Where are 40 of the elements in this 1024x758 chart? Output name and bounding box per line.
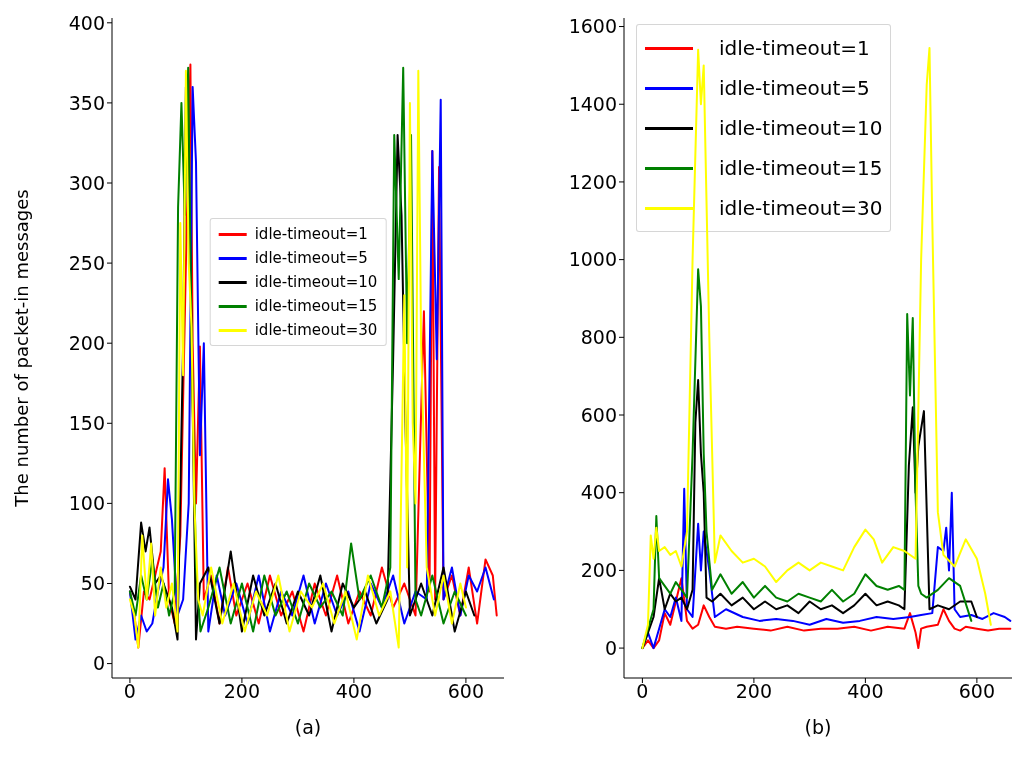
x-tick-label: 600 bbox=[447, 680, 485, 703]
legend-label: idle-timeout=15 bbox=[254, 296, 378, 317]
y-tick-label: 0 bbox=[92, 652, 105, 675]
legend-label: idle-timeout=1 bbox=[254, 224, 368, 245]
y-tick-label: 0 bbox=[604, 636, 617, 659]
line-series bbox=[641, 577, 1012, 650]
x-tick-label: 400 bbox=[847, 680, 884, 703]
legend-label: idle-timeout=30 bbox=[719, 195, 883, 222]
legend-label: idle-timeout=10 bbox=[719, 115, 883, 142]
y-tick-label: 1000 bbox=[568, 248, 617, 271]
y-axis-title: The number of packet-in messages bbox=[11, 189, 33, 508]
y-tick-label: 200 bbox=[580, 559, 617, 582]
y-tick-label: 200 bbox=[68, 331, 105, 354]
x-axis-title: (b) bbox=[804, 716, 832, 738]
y-tick-label: 150 bbox=[68, 412, 105, 435]
y-tick-label: 400 bbox=[68, 11, 105, 34]
y-tick-label: 600 bbox=[580, 403, 617, 426]
y-tick-label: 50 bbox=[80, 572, 105, 595]
x-tick-label: 400 bbox=[335, 680, 373, 703]
legend-label: idle-timeout=5 bbox=[719, 75, 870, 102]
x-axis-title: (a) bbox=[294, 716, 322, 738]
legend-label: idle-timeout=5 bbox=[254, 248, 368, 269]
x-tick-label: 600 bbox=[958, 680, 996, 703]
x-tick-label: 200 bbox=[735, 680, 773, 703]
legend-label: idle-timeout=15 bbox=[719, 155, 883, 182]
y-tick-label: 250 bbox=[68, 251, 105, 274]
legend-label: idle-timeout=30 bbox=[254, 320, 378, 341]
x-tick-label: 0 bbox=[123, 680, 136, 703]
y-tick-label: 1200 bbox=[568, 170, 617, 193]
legend-label: idle-timeout=1 bbox=[719, 35, 870, 62]
y-tick-label: 1400 bbox=[568, 92, 617, 115]
y-tick-label: 1600 bbox=[568, 15, 617, 38]
legend-label: idle-timeout=10 bbox=[254, 272, 378, 293]
y-tick-label: 350 bbox=[68, 91, 105, 114]
x-tick-label: 200 bbox=[223, 680, 261, 703]
y-tick-label: 400 bbox=[580, 481, 617, 504]
y-tick-label: 100 bbox=[68, 492, 105, 515]
y-tick-label: 800 bbox=[580, 326, 617, 349]
x-tick-label: 0 bbox=[636, 680, 649, 703]
y-tick-label: 300 bbox=[68, 171, 105, 194]
